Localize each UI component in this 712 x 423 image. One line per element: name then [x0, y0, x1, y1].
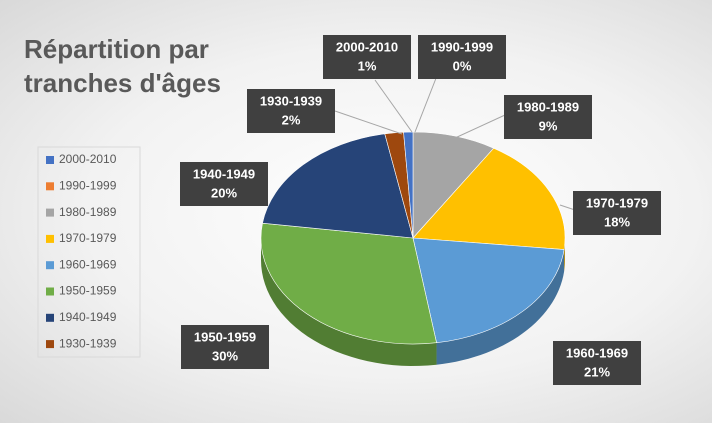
- data-label-value: 2%: [282, 112, 301, 127]
- data-label-value: 21%: [584, 364, 610, 379]
- data-label-value: 20%: [211, 185, 237, 200]
- legend-swatch: [46, 182, 54, 191]
- legend-box: [37, 146, 141, 358]
- data-label-box: [180, 162, 268, 206]
- leader-line: [374, 79, 413, 133]
- data-label-value: 30%: [212, 348, 238, 363]
- legend-label: 1940-1949: [59, 310, 117, 324]
- pie-slice: [262, 133, 414, 239]
- data-label-box: [247, 89, 335, 133]
- legend-label: 1930-1939: [59, 336, 117, 350]
- legend-label: 1980-1989: [59, 205, 117, 219]
- legend-label: 1950-1959: [59, 284, 117, 298]
- leader-line: [454, 114, 506, 139]
- data-label-name: 1960-1969: [566, 345, 628, 360]
- data-label-box: [181, 325, 269, 369]
- legend-swatch: [46, 313, 54, 322]
- pie-side: [436, 249, 565, 365]
- data-label-value: 18%: [604, 214, 630, 229]
- leader-line: [334, 110, 403, 135]
- legend-swatch: [46, 261, 54, 270]
- data-label-box: [323, 35, 411, 79]
- legend-label: 1990-1999: [59, 178, 117, 192]
- legend-swatch: [46, 287, 54, 296]
- data-label-name: 1950-1959: [194, 329, 256, 344]
- leader-line: [559, 204, 576, 211]
- data-label-box: [504, 95, 592, 139]
- legend-swatch: [46, 156, 54, 164]
- legend-label: 1970-1979: [59, 231, 117, 245]
- pie-side: [261, 238, 437, 366]
- data-label-name: 1990-1999: [431, 39, 493, 54]
- data-label-value: 1%: [358, 58, 377, 73]
- legend-swatch: [46, 340, 54, 349]
- pie-slice: [412, 237, 565, 344]
- legend-label: 1960-1969: [59, 257, 117, 271]
- chart-title: Répartition par tranches d'âges: [24, 34, 221, 98]
- data-label-box: [553, 341, 641, 385]
- data-label-name: 1980-1989: [517, 99, 579, 114]
- data-label-value: 9%: [539, 118, 558, 133]
- data-label-name: 2000-2010: [336, 39, 398, 54]
- data-label-value: 0%: [453, 58, 472, 73]
- legend-label: 2000-2010: [59, 152, 117, 166]
- pie-slice: [412, 131, 495, 239]
- data-label-box: [418, 35, 506, 79]
- data-label-name: 1930-1939: [260, 93, 322, 108]
- pie-slice: [403, 131, 414, 239]
- data-label-box: [573, 191, 661, 235]
- data-label-name: 1940-1949: [193, 166, 255, 181]
- pie-slice: [412, 147, 566, 250]
- pie-slice: [260, 222, 437, 345]
- legend-swatch: [46, 208, 54, 217]
- data-label-name: 1970-1979: [586, 195, 648, 210]
- legend-swatch: [46, 234, 54, 243]
